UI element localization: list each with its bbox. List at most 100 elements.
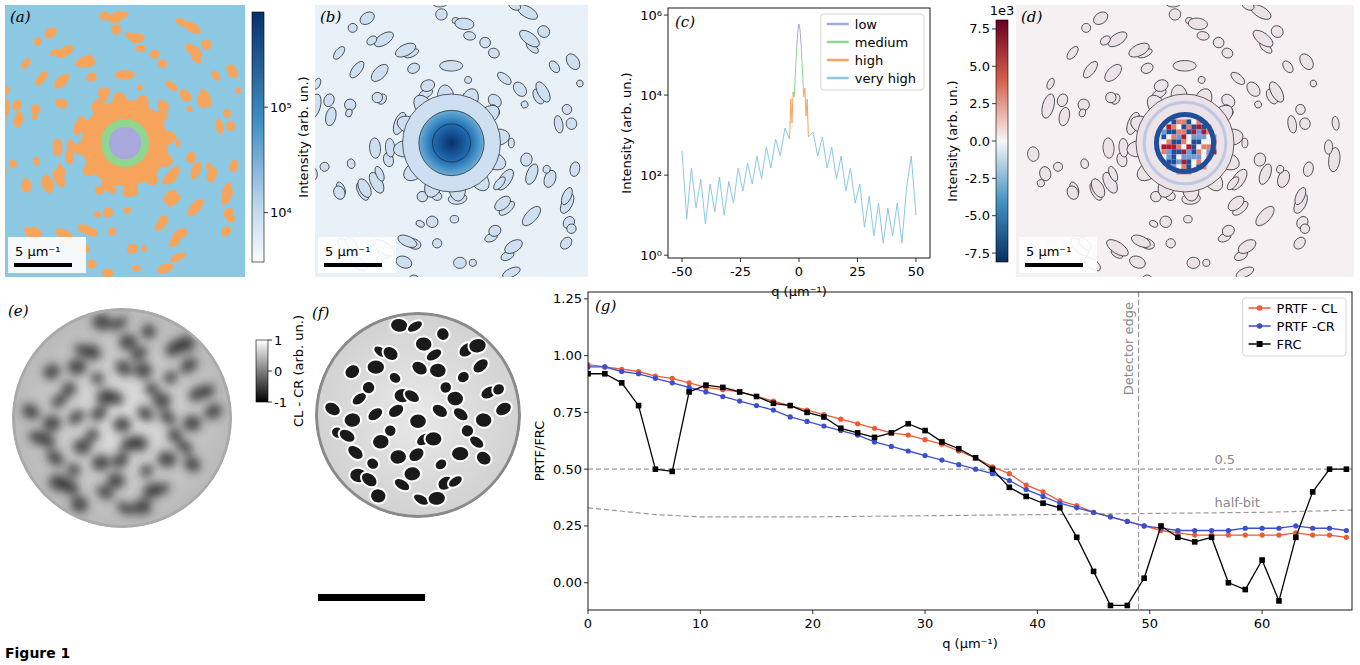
point [754, 403, 759, 408]
plot-area [588, 292, 1352, 610]
scale-bar-label: 5 μm⁻¹ [1026, 244, 1071, 259]
point [838, 417, 843, 422]
x-tick-label: 50 [1141, 616, 1158, 631]
speckle [161, 187, 180, 205]
point [821, 423, 826, 428]
point [990, 466, 996, 472]
speckle [492, 193, 513, 213]
colorbar-tick [992, 141, 996, 142]
point [686, 389, 692, 395]
y-tick [664, 15, 668, 16]
speckle [1045, 77, 1055, 90]
speckle [1053, 162, 1064, 173]
speckle [124, 207, 132, 214]
y-tick [664, 95, 668, 96]
plot-frame [588, 292, 1352, 610]
speckle [1197, 76, 1205, 84]
speckle [215, 118, 225, 135]
speckle [415, 219, 425, 228]
difference-pixel [1191, 129, 1196, 134]
speckle [156, 214, 170, 227]
x-tick [740, 258, 741, 262]
point [922, 428, 928, 434]
speckle [33, 69, 50, 88]
panel-letter: (g) [595, 297, 616, 315]
colorbar-tick-label: 5.0 [969, 59, 990, 74]
speckle [1080, 22, 1093, 35]
point [1091, 510, 1096, 515]
point [872, 426, 877, 431]
point [889, 430, 895, 436]
domain [129, 435, 148, 451]
point [1226, 580, 1232, 586]
speckle [156, 58, 168, 70]
domain [389, 317, 409, 334]
point [1310, 526, 1315, 531]
point [1327, 526, 1332, 531]
colorbar-tick [268, 340, 272, 341]
speckle [547, 59, 562, 75]
colorbar [996, 20, 1008, 262]
y-tick-label: 0.50 [553, 462, 582, 477]
colorbar-tick-label: 10⁴ [270, 205, 292, 220]
y-tick [584, 582, 588, 583]
speckle [332, 184, 348, 201]
speckle [1173, 60, 1196, 71]
y-tick-label: 0.25 [553, 518, 582, 533]
speckle [5, 85, 11, 97]
speckle [406, 61, 421, 75]
panel-letter: (d) [1021, 8, 1042, 26]
colorbar [256, 340, 268, 402]
point [619, 380, 625, 386]
panel-letter: (f) [312, 304, 329, 322]
difference-pixel [1181, 149, 1186, 154]
legend-label: very high [855, 71, 916, 86]
plot-frame [668, 8, 930, 258]
point [754, 394, 759, 399]
reconstruction [12, 308, 232, 528]
domain [182, 414, 202, 432]
domain [493, 399, 515, 419]
speckle [1187, 257, 1201, 269]
difference-pixel [1161, 149, 1166, 154]
difference-pixel [1161, 144, 1166, 149]
colorbar-title: Intensity (arb. un.) [945, 80, 960, 201]
speckle [1324, 140, 1333, 155]
x-tick [925, 610, 926, 614]
speckle [1309, 79, 1318, 88]
point [1260, 526, 1265, 531]
series-line [682, 128, 916, 243]
speckle [450, 215, 459, 223]
speckle [519, 152, 533, 167]
speckle [419, 78, 436, 94]
point [653, 376, 658, 381]
scale-bar-label: 5 μm⁻¹ [15, 244, 60, 259]
speckle [535, 23, 552, 40]
colorbar-tick-label: -5.0 [965, 208, 990, 223]
speckle [170, 226, 190, 243]
features [19, 313, 225, 517]
speckle [569, 161, 581, 177]
domain [474, 412, 493, 429]
difference-pixel [1171, 159, 1176, 164]
x-tick-label: 60 [1254, 616, 1271, 631]
difference-pixel [1166, 154, 1171, 159]
point [636, 403, 642, 409]
speckle [234, 87, 242, 95]
legend-label: PRTF -CR [1277, 319, 1335, 334]
colorbar-tick [268, 371, 272, 372]
y-tick [664, 255, 668, 256]
point [1226, 528, 1231, 533]
x-tick [857, 258, 858, 262]
point [889, 444, 894, 449]
image-background [1016, 5, 1354, 277]
low-region [109, 127, 141, 159]
point [872, 435, 878, 441]
domain [118, 333, 138, 351]
speckle [224, 62, 241, 80]
point [973, 455, 979, 461]
point [602, 364, 607, 369]
point [1091, 510, 1096, 515]
speckle [135, 44, 147, 53]
threshold-label: half-bit [1214, 495, 1259, 510]
